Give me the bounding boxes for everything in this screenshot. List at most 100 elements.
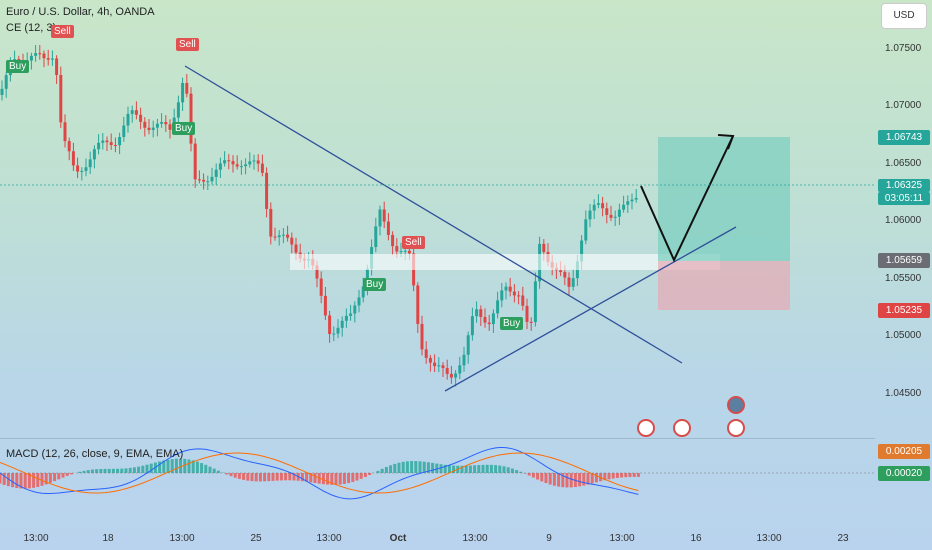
candle-body <box>210 176 214 182</box>
macd-bar <box>11 473 15 488</box>
candle-body <box>168 124 172 130</box>
macd-bar <box>397 462 401 473</box>
candle-body <box>29 55 33 61</box>
macd-bar <box>170 459 174 473</box>
macd-bar <box>527 473 531 476</box>
macd-bar <box>166 459 170 473</box>
macd-bar <box>128 467 132 473</box>
macd-bar <box>44 473 48 485</box>
macd-bar <box>15 473 19 488</box>
macd-bar <box>309 473 313 483</box>
candle-body <box>567 277 571 287</box>
candle-body <box>491 313 495 325</box>
time-tick: 9 <box>546 533 552 544</box>
candle-body <box>160 121 164 124</box>
candle-body <box>252 160 256 162</box>
macd-bar <box>569 473 573 488</box>
macd-bar <box>603 473 607 481</box>
candle-body <box>462 354 466 366</box>
candle-body <box>193 143 197 180</box>
time-tick: 13:00 <box>23 533 49 544</box>
macd-bar <box>300 473 304 482</box>
macd-bar <box>536 473 540 480</box>
buy-signal: Buy <box>363 278 387 291</box>
macd-bar <box>615 473 619 478</box>
macd-bar <box>347 473 351 484</box>
macd-bar <box>552 473 556 486</box>
candle-body <box>113 145 117 147</box>
globe-event-icon[interactable] <box>727 396 745 414</box>
candle-body <box>197 179 201 181</box>
candle-body <box>336 327 340 334</box>
candle-body <box>227 160 231 162</box>
macd-bar <box>225 473 229 475</box>
macd-bar <box>376 470 380 473</box>
macd-bar <box>460 465 464 473</box>
candle-body <box>399 251 403 253</box>
candle-body <box>529 321 533 323</box>
macd-bar <box>242 473 246 480</box>
macd-bar <box>204 464 208 473</box>
macd-bar <box>103 468 107 473</box>
macd-chart <box>0 447 875 500</box>
macd-bar <box>452 465 456 473</box>
macd-bar <box>519 471 523 473</box>
macd-bar <box>435 463 439 473</box>
time-axis[interactable]: 13:00 18 13:00 25 13:00 Oct 13:00 9 13:0… <box>0 530 875 550</box>
macd-bar <box>229 473 233 477</box>
target-zone[interactable] <box>658 137 790 261</box>
macd-bar <box>158 461 162 473</box>
price-tick: 1.07500 <box>885 43 922 54</box>
projection-path[interactable] <box>640 135 734 263</box>
macd-bar <box>489 464 493 473</box>
candle-body <box>105 140 109 143</box>
candle-body <box>248 161 252 165</box>
candle-body <box>126 113 130 126</box>
macd-bar <box>447 465 451 473</box>
candle-body <box>508 286 512 292</box>
us-flag-event-icon[interactable] <box>673 419 691 437</box>
macd-pane[interactable] <box>0 438 875 531</box>
macd-bar <box>506 467 510 473</box>
candle-body <box>315 265 319 279</box>
macd-bar <box>473 465 477 473</box>
stop-zone[interactable] <box>658 261 790 310</box>
price-chart[interactable] <box>0 0 875 438</box>
indicator-label[interactable]: CE (12, 3) <box>6 22 57 34</box>
candle-body <box>395 246 399 252</box>
candle-body <box>139 114 143 122</box>
candle-body <box>256 160 260 164</box>
price-axis[interactable]: 1.07500 1.07000 1.06500 1.06000 1.05500 … <box>875 0 932 530</box>
macd-bar <box>292 473 296 481</box>
candle-body <box>147 127 151 131</box>
currency-button[interactable]: USD <box>881 3 927 29</box>
us-flag-event-icon[interactable] <box>727 419 745 437</box>
uptrend-line[interactable] <box>444 226 737 392</box>
candle-body <box>239 166 243 168</box>
candle-body <box>59 74 63 123</box>
candle-body <box>571 278 575 287</box>
buy-signal: Buy <box>172 122 196 135</box>
downtrend-line[interactable] <box>184 65 683 364</box>
macd-bar <box>258 473 262 482</box>
candle-body <box>617 209 621 217</box>
macd-bar <box>342 473 346 484</box>
macd-bar <box>338 473 342 485</box>
candle-body <box>88 159 92 168</box>
candle-body <box>130 110 134 114</box>
macd-bar <box>330 473 334 485</box>
macd-bar <box>254 473 258 482</box>
macd-bar <box>263 473 267 482</box>
macd-bar <box>531 473 535 478</box>
candle-body <box>76 165 80 172</box>
us-flag-event-icon[interactable] <box>637 419 655 437</box>
macd-bar <box>137 466 141 473</box>
macd-bar <box>95 469 99 473</box>
price-tick: 1.07000 <box>885 100 922 111</box>
macd-bar <box>384 466 388 473</box>
macd-label[interactable]: MACD (12, 26, close, 9, EMA, EMA) <box>6 448 184 460</box>
macd-bar <box>557 473 561 487</box>
macd-bar <box>485 464 489 473</box>
macd-bar <box>578 473 582 487</box>
candle-body <box>189 93 193 144</box>
